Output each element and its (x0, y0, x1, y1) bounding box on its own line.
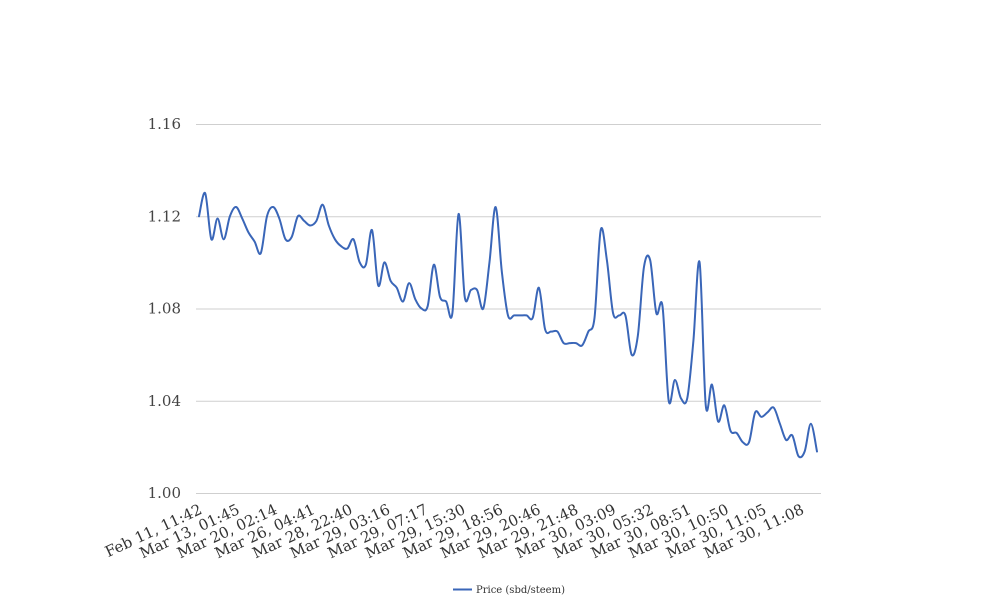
legend-label-price: Price (sbd/steem) (476, 585, 565, 596)
legend: Price (sbd/steem) (453, 585, 565, 596)
y-tick-label: 1.12 (148, 207, 181, 225)
series-line-price (198, 191, 818, 459)
y-tick-label: 1.04 (148, 392, 181, 410)
y-tick-label: 1.00 (148, 484, 181, 502)
gridlines (196, 124, 821, 494)
y-axis-ticks: 1.00 1.04 1.08 1.12 1.16 (148, 115, 181, 502)
series-layer (198, 191, 818, 459)
y-tick-label: 1.16 (148, 115, 181, 133)
y-tick-label: 1.08 (148, 300, 181, 318)
